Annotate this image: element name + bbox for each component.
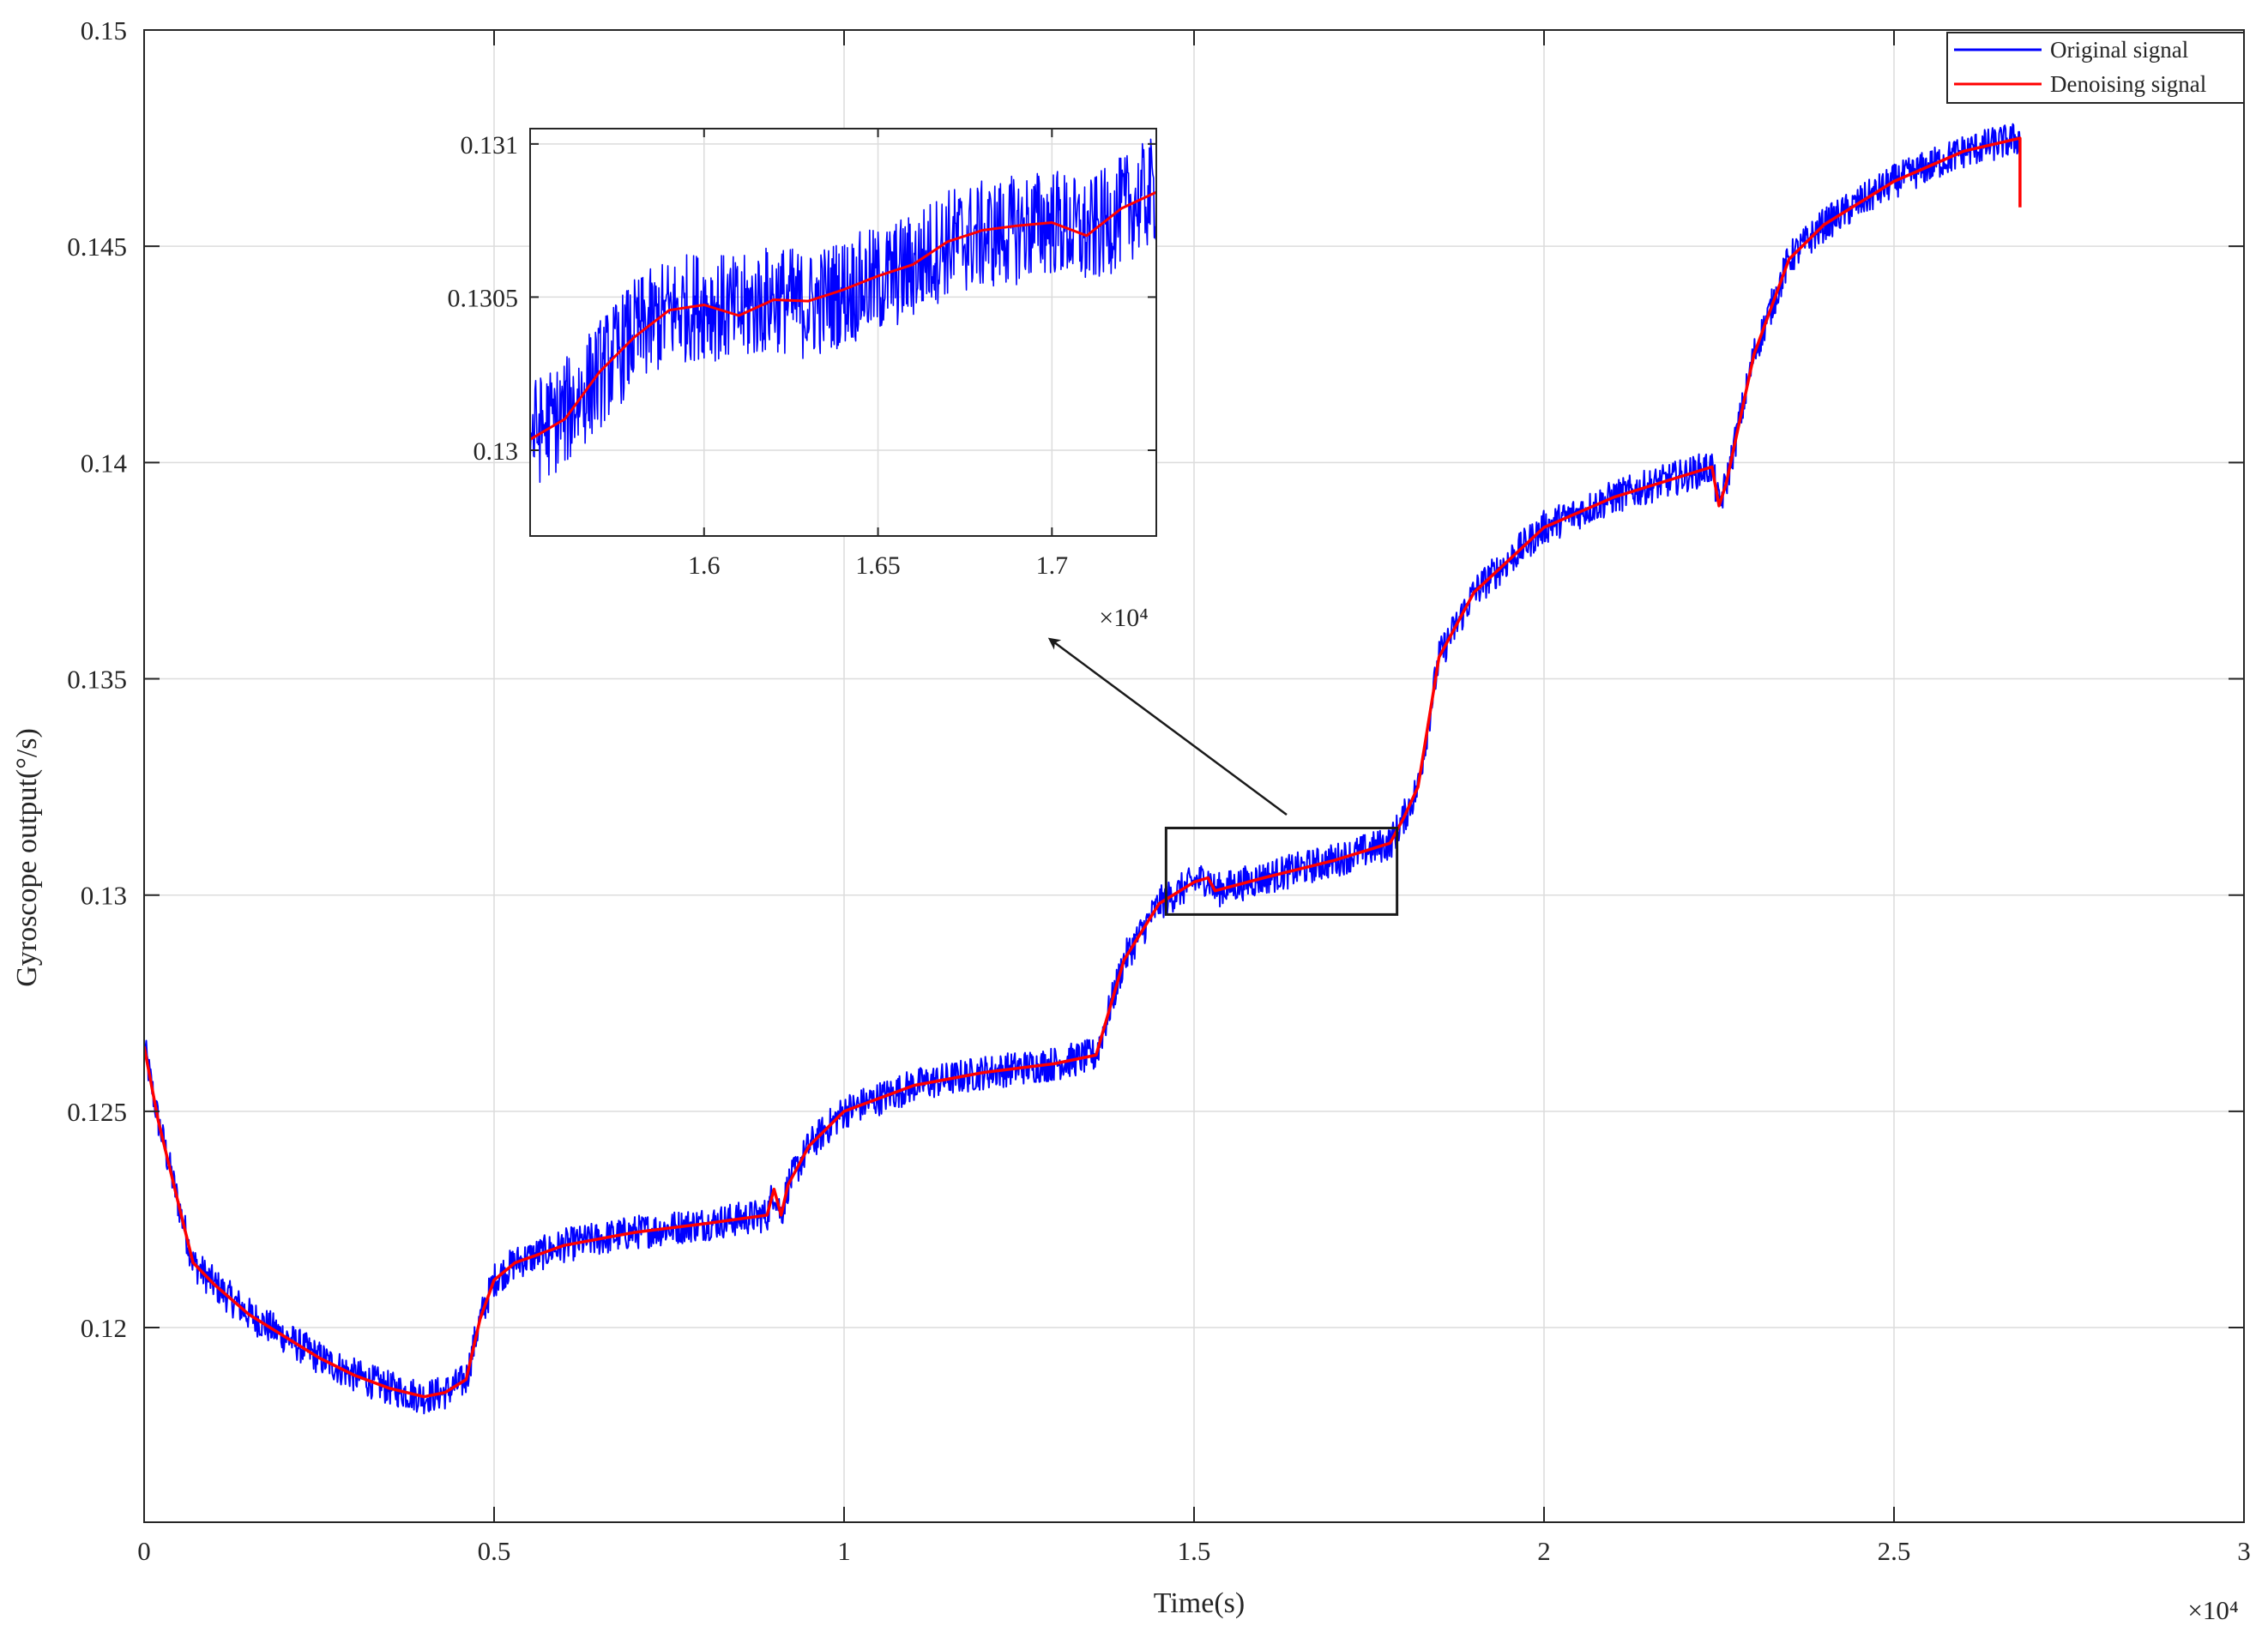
series-original-line — [530, 138, 1156, 484]
y-tick-label: 0.15 — [81, 15, 127, 45]
legend-label-denoised: Denoising signal — [2050, 71, 2206, 97]
x-axis-label: Time(s) — [1154, 1587, 1245, 1619]
inset-tick-labels: 1.6 1.65 1.7 0.13 0.1305 0.131 — [448, 131, 1069, 580]
legend-label-original: Original signal — [2050, 37, 2188, 63]
inset-plot: 1.6 1.65 1.7 0.13 0.1305 0.131 — [448, 128, 1157, 580]
x-multiplier-label: ×10⁴ — [2187, 1595, 2238, 1625]
inset-ticks — [530, 129, 1156, 536]
x-tick-label: 1.7 — [1036, 551, 1069, 580]
y-tick-label: 0.125 — [67, 1097, 127, 1127]
x-tick-label: 3 — [2237, 1536, 2251, 1566]
x-tick-label: 0 — [137, 1536, 151, 1566]
series-denoised-line — [530, 190, 1156, 441]
y-tick-label: 0.1305 — [448, 284, 519, 312]
zoom-arrow — [1047, 637, 1288, 816]
y-tick-label: 0.12 — [81, 1313, 127, 1343]
x-tick-label: 2 — [1537, 1536, 1551, 1566]
x-tick-label: 2.5 — [1878, 1536, 1911, 1566]
inset-plot-frame — [529, 128, 1157, 537]
y-tick-label: 0.13 — [474, 437, 519, 466]
y-tick-label: 0.13 — [81, 881, 127, 911]
inset-x-multiplier-label: ×10⁴ — [1099, 604, 1148, 632]
y-tick-label: 0.131 — [461, 131, 519, 160]
y-tick-label: 0.14 — [81, 448, 128, 478]
x-tick-label: 1.65 — [855, 551, 901, 580]
main-ticks — [143, 29, 2245, 1522]
x-tick-label: 0.5 — [478, 1536, 511, 1566]
x-tick-label: 1 — [837, 1536, 851, 1566]
legend-box — [1946, 32, 2245, 104]
main-tick-labels: 0 0.5 1 1.5 2 2.5 3 0.12 0.125 0.13 0.135 0.14 0.145… — [67, 15, 2251, 1566]
x-tick-label: 1.6 — [688, 551, 721, 580]
main-series-group — [144, 123, 2022, 1415]
y-axis-label: Gyroscope output(°/s) — [11, 728, 43, 987]
y-tick-label: 0.135 — [67, 665, 127, 695]
zoom-region-box — [1164, 827, 1399, 916]
y-tick-label: 0.145 — [67, 232, 127, 262]
inset-series-group — [530, 138, 1156, 484]
series-denoised-line — [144, 136, 2022, 1399]
legend: Original signal Denoising signal — [1946, 32, 2245, 104]
x-tick-label: 1.5 — [1178, 1536, 1211, 1566]
